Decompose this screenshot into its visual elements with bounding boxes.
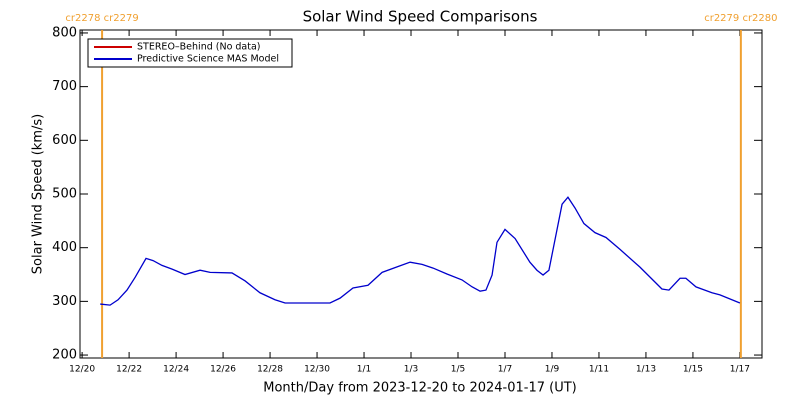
legend-label: STEREO–Behind (No data) <box>137 42 261 53</box>
x-tick-label: 1/15 <box>683 365 703 375</box>
y-tick-label: 300 <box>52 294 77 309</box>
series-line <box>100 196 741 306</box>
legend-label: Predictive Science MAS Model <box>137 54 279 65</box>
marker-label: cr2279 cr2280 <box>704 13 777 24</box>
x-tick-label: 1/3 <box>404 365 418 375</box>
x-tick-label: 1/13 <box>636 365 656 375</box>
y-tick-label: 600 <box>52 133 77 148</box>
y-tick-label: 700 <box>52 79 77 94</box>
x-tick-label: 1/17 <box>730 365 750 375</box>
x-tick-label: 1/11 <box>589 365 609 375</box>
x-tick-label: 1/7 <box>498 365 512 375</box>
marker-label: cr2278 cr2279 <box>65 13 138 24</box>
y-tick-label: 400 <box>52 240 77 255</box>
y-tick-label: 200 <box>52 348 77 363</box>
x-tick-label: 1/5 <box>451 365 465 375</box>
legend-box <box>87 38 293 68</box>
x-tick-label: 12/20 <box>69 365 95 375</box>
x-tick-label: 12/22 <box>116 365 142 375</box>
x-tick-label: 12/28 <box>257 365 283 375</box>
chart-title: Solar Wind Speed Comparisons <box>303 8 538 26</box>
x-tick-label: 1/9 <box>545 365 560 375</box>
x-tick-label: 12/26 <box>210 365 236 375</box>
y-axis-label: Solar Wind Speed (km/s) <box>31 114 46 274</box>
x-tick-label: 12/24 <box>163 365 189 375</box>
x-tick-label: 1/1 <box>357 365 371 375</box>
y-tick-label: 500 <box>52 187 77 202</box>
y-tick-label: 800 <box>52 25 77 40</box>
x-axis-label: Month/Day from 2023-12-20 to 2024-01-17 … <box>263 381 576 396</box>
x-tick-label: 12/30 <box>304 365 330 375</box>
